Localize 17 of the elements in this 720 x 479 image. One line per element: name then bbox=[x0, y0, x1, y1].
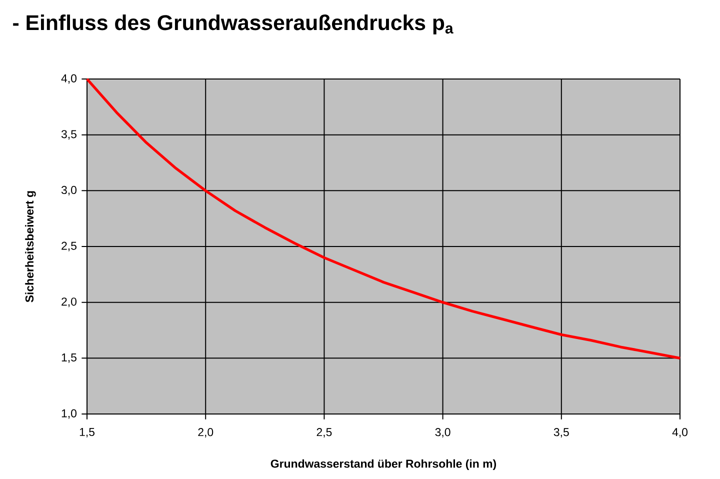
x-tick-label: 2,0 bbox=[198, 428, 214, 438]
y-tick-label: 3,0 bbox=[61, 186, 76, 196]
x-tick-label: 4,0 bbox=[672, 428, 688, 438]
y-tick-label: 2,0 bbox=[62, 298, 76, 308]
y-tick-label: 3,5 bbox=[61, 130, 76, 140]
y-axis-title: Sicherheitsbeiwert g bbox=[25, 191, 36, 302]
y-tick-label: 2,5 bbox=[62, 242, 76, 252]
y-tick-label: 1,0 bbox=[62, 409, 76, 419]
line-series bbox=[86, 78, 682, 360]
x-tick-label: 1,5 bbox=[80, 428, 94, 438]
x-tick-label: 3,5 bbox=[554, 428, 569, 438]
chart-title: - Einfluss des Grundwasseraußendrucks p$_{a}$ bbox=[13, 14, 454, 34]
y-tick-label: 4,0 bbox=[61, 74, 76, 84]
x-tick-label: 3,0 bbox=[435, 428, 450, 438]
x-axis-title: Grundwasserstand über Rohrsohle (in m) bbox=[270, 459, 496, 470]
x-tick-label: 2,5 bbox=[316, 428, 332, 438]
y-tick-label: 1,5 bbox=[62, 353, 76, 363]
